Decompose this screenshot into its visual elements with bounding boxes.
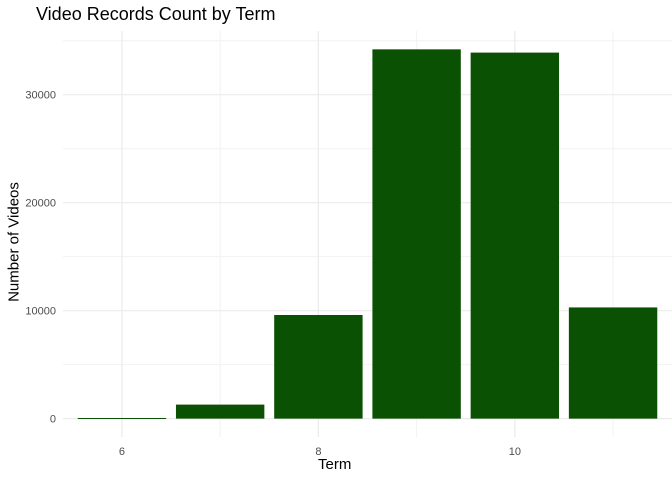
bar-term-10 xyxy=(470,52,560,419)
bar-term-8 xyxy=(274,314,363,419)
bar-term-9 xyxy=(372,49,461,419)
y-tick-label: 30000 xyxy=(25,90,56,102)
y-tick-labels: 0 10000 20000 30000 xyxy=(25,90,56,426)
x-tick-labels: 6 8 10 xyxy=(119,446,521,458)
x-axis-label: Term xyxy=(318,456,352,473)
x-tick-label: 6 xyxy=(119,446,125,458)
bar-term-7 xyxy=(175,404,265,419)
bar-term-11 xyxy=(568,307,658,419)
bar-term-6 xyxy=(77,417,167,419)
x-tick-label: 8 xyxy=(315,446,321,458)
y-tick-label: 20000 xyxy=(25,198,56,210)
x-tick-label: 10 xyxy=(509,446,521,458)
y-tick-label: 0 xyxy=(50,414,56,426)
y-tick-label: 10000 xyxy=(25,306,56,318)
bars xyxy=(77,49,658,419)
chart-title: Video Records Count by Term xyxy=(36,4,276,24)
